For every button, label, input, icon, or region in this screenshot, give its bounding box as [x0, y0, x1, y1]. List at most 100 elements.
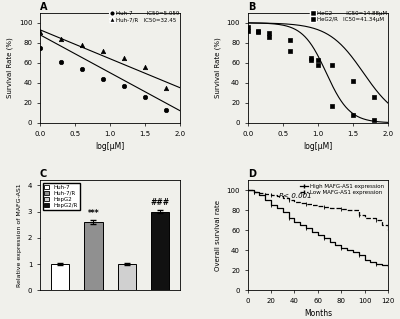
- Bar: [51, 264, 69, 290]
- X-axis label: Months: Months: [304, 309, 332, 318]
- High MAFG-AS1 expression: [310, 230, 314, 234]
- Text: B: B: [248, 2, 255, 12]
- Point: [79, 66, 85, 71]
- Low MAFG-AS1 expression: [280, 196, 285, 200]
- Low MAFG-AS1 expression: [263, 192, 268, 196]
- Low MAFG-AS1 expression: [380, 223, 384, 227]
- Point: [286, 48, 293, 53]
- Point: [266, 30, 272, 35]
- Low MAFG-AS1 expression: [251, 190, 256, 194]
- Low MAFG-AS1 expression: [374, 218, 379, 222]
- High MAFG-AS1 expression: [292, 220, 297, 224]
- Point: [58, 36, 64, 41]
- Line: High MAFG-AS1 expression: High MAFG-AS1 expression: [248, 190, 388, 266]
- Point: [37, 29, 43, 34]
- Point: [350, 112, 356, 117]
- Line: Low MAFG-AS1 expression: Low MAFG-AS1 expression: [248, 190, 388, 230]
- High MAFG-AS1 expression: [274, 206, 279, 210]
- Text: C: C: [40, 169, 47, 179]
- Point: [308, 57, 314, 63]
- High MAFG-AS1 expression: [333, 243, 338, 247]
- Low MAFG-AS1 expression: [274, 194, 279, 198]
- Low MAFG-AS1 expression: [321, 205, 326, 209]
- Y-axis label: Overall survival rate: Overall survival rate: [215, 200, 221, 271]
- High MAFG-AS1 expression: [350, 250, 355, 254]
- Point: [315, 62, 321, 67]
- Point: [58, 59, 64, 64]
- Point: [286, 37, 293, 42]
- Point: [329, 103, 335, 108]
- Point: [350, 78, 356, 83]
- High MAFG-AS1 expression: [263, 198, 268, 202]
- Point: [315, 57, 321, 63]
- Y-axis label: Survival Rate (%): Survival Rate (%): [214, 37, 221, 98]
- Point: [308, 55, 314, 60]
- X-axis label: log[μM]: log[μM]: [96, 142, 125, 151]
- Y-axis label: Relative expression of MAFG-AS1: Relative expression of MAFG-AS1: [17, 183, 22, 287]
- Point: [244, 28, 251, 33]
- Point: [142, 64, 148, 69]
- Legend: High MAFG-AS1 expression, Low MAFG-AS1 expression: High MAFG-AS1 expression, Low MAFG-AS1 e…: [299, 183, 385, 196]
- Bar: [118, 264, 136, 290]
- Point: [255, 28, 262, 33]
- Point: [142, 94, 148, 100]
- Low MAFG-AS1 expression: [292, 200, 297, 204]
- Point: [163, 85, 170, 90]
- Legend: Huh-7, Huh-7/R, HepG2, HepG2/R: Huh-7, Huh-7/R, HepG2, HepG2/R: [43, 183, 80, 210]
- High MAFG-AS1 expression: [251, 190, 256, 194]
- Low MAFG-AS1 expression: [298, 201, 303, 205]
- Low MAFG-AS1 expression: [386, 228, 390, 232]
- Text: P< 0.001: P< 0.001: [278, 193, 311, 199]
- Low MAFG-AS1 expression: [310, 203, 314, 207]
- Low MAFG-AS1 expression: [345, 208, 350, 212]
- Low MAFG-AS1 expression: [286, 198, 291, 202]
- High MAFG-AS1 expression: [380, 263, 384, 267]
- High MAFG-AS1 expression: [386, 264, 390, 268]
- Text: ###: ###: [151, 198, 170, 207]
- Point: [255, 29, 262, 34]
- Text: A: A: [40, 2, 48, 12]
- High MAFG-AS1 expression: [321, 236, 326, 240]
- High MAFG-AS1 expression: [374, 262, 379, 266]
- Low MAFG-AS1 expression: [304, 202, 308, 206]
- X-axis label: log[μM]: log[μM]: [303, 142, 332, 151]
- Low MAFG-AS1 expression: [339, 207, 344, 211]
- High MAFG-AS1 expression: [356, 253, 361, 257]
- Point: [244, 24, 251, 29]
- High MAFG-AS1 expression: [327, 240, 332, 244]
- Point: [121, 83, 127, 88]
- Point: [371, 94, 377, 100]
- Low MAFG-AS1 expression: [269, 193, 274, 197]
- Low MAFG-AS1 expression: [245, 188, 250, 192]
- High MAFG-AS1 expression: [280, 210, 285, 214]
- Text: ***: ***: [88, 209, 99, 218]
- Point: [121, 55, 127, 60]
- High MAFG-AS1 expression: [316, 233, 320, 237]
- Text: D: D: [248, 169, 256, 179]
- Low MAFG-AS1 expression: [327, 206, 332, 210]
- Bar: [151, 211, 170, 290]
- Point: [100, 76, 106, 81]
- High MAFG-AS1 expression: [304, 226, 308, 230]
- Point: [37, 45, 43, 50]
- High MAFG-AS1 expression: [362, 258, 367, 262]
- Point: [100, 48, 106, 53]
- Low MAFG-AS1 expression: [362, 216, 367, 220]
- Low MAFG-AS1 expression: [333, 206, 338, 210]
- Point: [163, 107, 170, 112]
- Point: [79, 42, 85, 47]
- High MAFG-AS1 expression: [298, 223, 303, 227]
- High MAFG-AS1 expression: [345, 248, 350, 252]
- High MAFG-AS1 expression: [269, 203, 274, 207]
- Point: [329, 62, 335, 67]
- Low MAFG-AS1 expression: [257, 191, 262, 195]
- High MAFG-AS1 expression: [286, 216, 291, 220]
- Low MAFG-AS1 expression: [350, 208, 355, 212]
- High MAFG-AS1 expression: [368, 260, 373, 264]
- Point: [266, 34, 272, 39]
- High MAFG-AS1 expression: [245, 188, 250, 192]
- Legend: Huh-7        IC50=5.059, Huh-7/R   IC50=32.45: Huh-7 IC50=5.059, Huh-7/R IC50=32.45: [109, 10, 180, 23]
- High MAFG-AS1 expression: [339, 246, 344, 250]
- Low MAFG-AS1 expression: [368, 216, 373, 220]
- Bar: [84, 222, 103, 290]
